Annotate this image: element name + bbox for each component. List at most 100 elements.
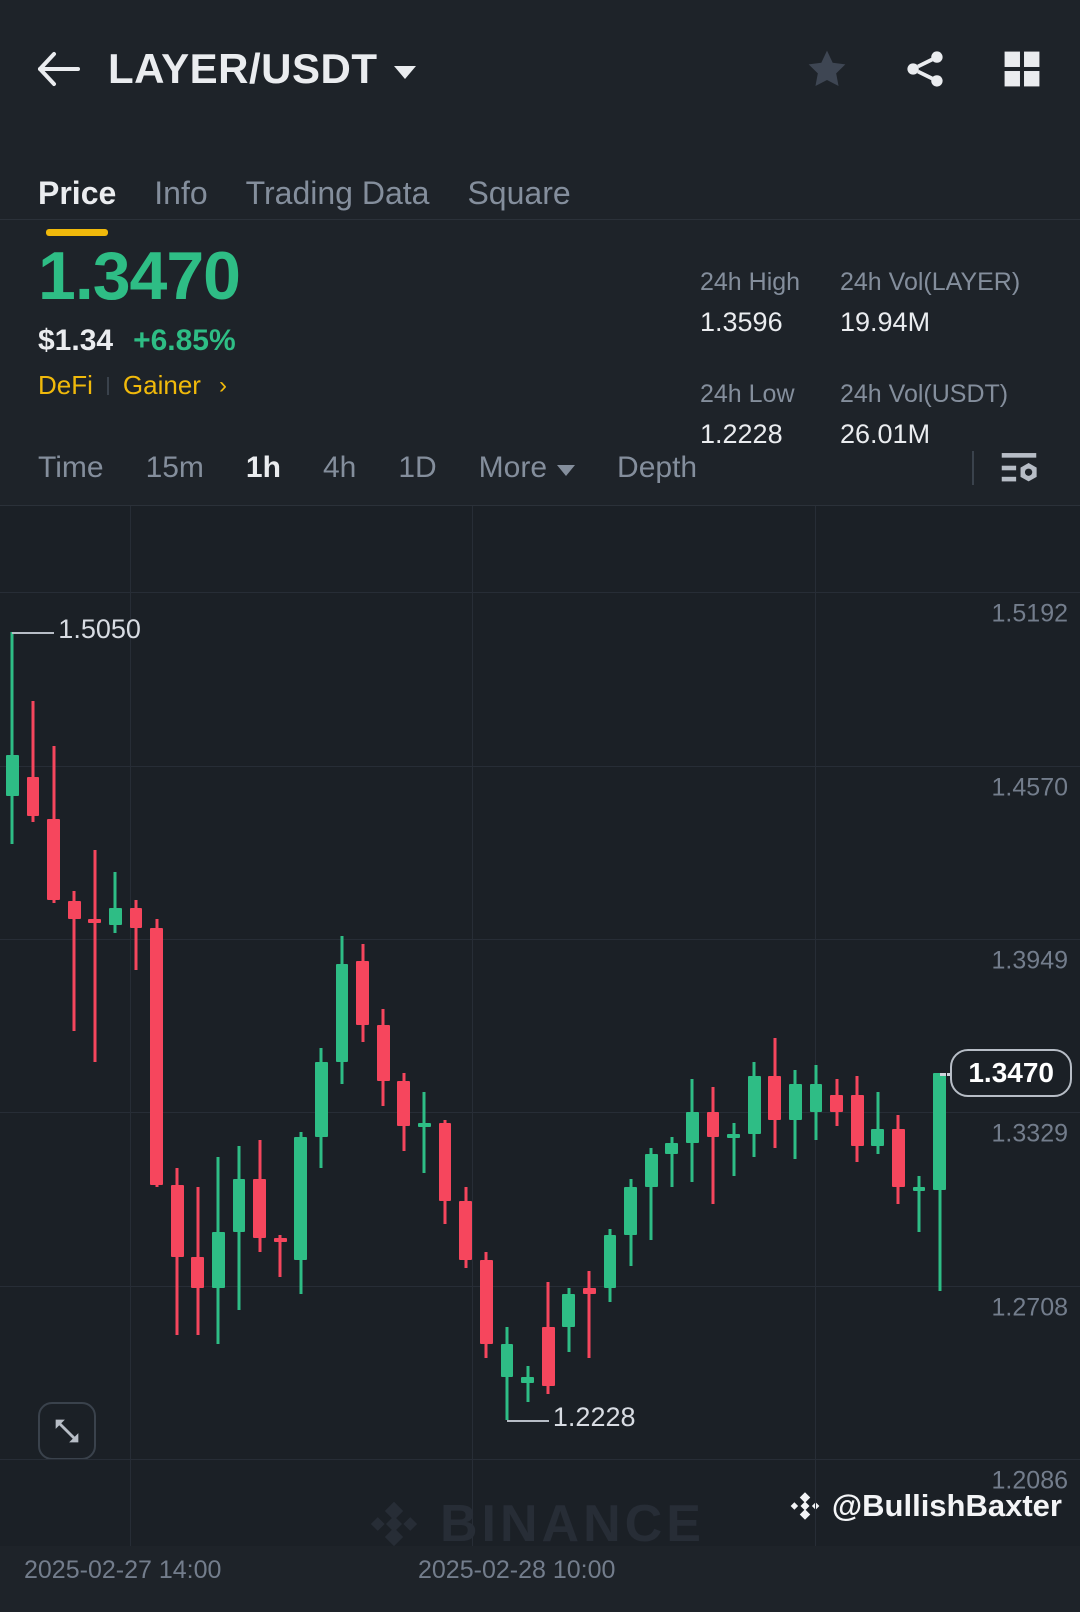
share-button[interactable]: [902, 47, 948, 91]
ticker-panel: 1.3470 $1.34 +6.85% DeFi Gainer › 24h Hi…: [0, 220, 1080, 449]
candle-body: [850, 1095, 864, 1146]
stat-24h-vol-quote-label: 24h Vol(USDT): [840, 380, 1009, 408]
candle-body: [108, 908, 122, 925]
candlestick: [789, 506, 802, 1546]
candle-body: [376, 1025, 390, 1082]
candle-body: [892, 1128, 905, 1188]
candle-body: [294, 1137, 308, 1261]
candle-body: [356, 961, 370, 1026]
candlestick: [418, 506, 431, 1546]
tab-price[interactable]: Price: [38, 175, 117, 236]
current-price-line: [939, 1072, 960, 1076]
author-watermark-text: @BullishBaxter: [831, 1488, 1062, 1523]
candle-body: [809, 1084, 823, 1112]
chart-settings-button[interactable]: [996, 445, 1042, 491]
candle-body: [644, 1153, 658, 1188]
gridline-vertical: [472, 506, 473, 1546]
binance-watermark: BINANCE: [368, 1494, 705, 1546]
candle-wick: [711, 1086, 715, 1205]
tab-info-label: Info: [154, 175, 208, 211]
candle-wick: [649, 1148, 653, 1241]
candle-body: [624, 1187, 637, 1235]
stat-24h-vol-base: 24h Vol(LAYER) 19.94M: [840, 262, 1040, 342]
candlestick: [26, 506, 40, 1546]
candlestick: [665, 506, 679, 1546]
time-label-1: 2025-02-28 10:00: [418, 1556, 616, 1584]
tab-square-label: Square: [467, 175, 571, 211]
candlestick: [170, 506, 184, 1546]
star-icon: [808, 50, 846, 87]
stat-24h-low-value: 1.2228: [700, 419, 783, 449]
back-button[interactable]: [30, 41, 86, 97]
binance-watermark-text: BINANCE: [440, 1495, 705, 1546]
price-axis-label: 1.4570: [991, 773, 1068, 802]
timeframe-more[interactable]: More: [479, 451, 576, 485]
candlestick: [191, 506, 205, 1546]
favorite-button[interactable]: [804, 47, 850, 91]
main-tabs: Price Info Trading Data Square: [0, 138, 1080, 236]
candle-wick: [670, 1137, 674, 1188]
toolbar-divider: [972, 451, 974, 485]
tag-gainer[interactable]: Gainer: [122, 370, 201, 400]
author-watermark: @BullishBaxter: [788, 1488, 1062, 1524]
timeframe-4h[interactable]: 4h: [322, 451, 357, 484]
gridline-horizontal: [0, 1459, 1080, 1461]
timeframe-1h[interactable]: 1h: [245, 451, 281, 484]
candle-body: [686, 1112, 699, 1143]
toolbar-right: [972, 445, 1042, 491]
candle-body: [438, 1123, 452, 1202]
candlestick: [768, 506, 782, 1546]
candle-wick: [10, 631, 14, 844]
candlestick: [88, 506, 102, 1546]
back-arrow-icon: [38, 52, 80, 86]
tab-trading-data[interactable]: Trading Data: [246, 175, 430, 220]
candlestick: [933, 506, 947, 1546]
tab-square[interactable]: Square: [467, 175, 570, 220]
timeframe-time[interactable]: Time: [38, 451, 104, 484]
candle-body: [191, 1257, 205, 1288]
candlestick: [438, 506, 452, 1546]
candlestick: [108, 506, 122, 1546]
chevron-right-icon[interactable]: ›: [218, 371, 227, 399]
timeframe-15m[interactable]: 15m: [145, 451, 204, 484]
candlestick: [500, 506, 514, 1546]
candlestick: [47, 506, 60, 1546]
candlestick: [686, 506, 699, 1546]
timeframe-1d[interactable]: 1D: [398, 451, 437, 484]
candle-wick: [113, 871, 117, 934]
candle-body: [706, 1112, 720, 1138]
chevron-down-icon: [557, 464, 576, 476]
tab-info[interactable]: Info: [154, 175, 207, 220]
tab-price-label: Price: [38, 175, 117, 211]
candle-body: [479, 1260, 493, 1344]
candlestick: [67, 506, 81, 1546]
candlestick: [747, 506, 761, 1546]
timeframe-divider: [0, 505, 1080, 506]
price-axis-label: 1.2708: [991, 1293, 1068, 1322]
gridline-vertical: [130, 506, 131, 1546]
candle-body: [830, 1095, 844, 1112]
chevron-down-icon[interactable]: [393, 65, 416, 79]
candlestick-chart[interactable]: BINANCE @BullishBaxter 1.5192 1.4570 1.: [0, 506, 1080, 1546]
candle-body: [727, 1134, 740, 1139]
tabs-divider: [0, 219, 1080, 220]
candle-wick: [422, 1092, 426, 1174]
tag-row[interactable]: DeFi Gainer ›: [38, 370, 1042, 401]
candlestick: [562, 506, 576, 1546]
high-annotation-label: 1.5050: [58, 613, 141, 644]
candle-wick: [587, 1271, 591, 1358]
stat-24h-high-value: 1.3596: [700, 307, 783, 337]
stat-24h-vol-quote: 24h Vol(USDT) 26.01M: [840, 374, 1040, 454]
stat-24h-high-label: 24h High: [700, 268, 801, 296]
tag-defi[interactable]: DeFi: [38, 370, 93, 400]
fullscreen-button[interactable]: [38, 1402, 96, 1460]
grid-menu-button[interactable]: [1000, 47, 1044, 91]
candle-wick: [526, 1366, 529, 1403]
timeframe-depth[interactable]: Depth: [617, 451, 698, 484]
header-actions: [804, 47, 1050, 91]
candle-body: [170, 1184, 184, 1258]
candlestick: [315, 506, 328, 1546]
candle-body: [459, 1201, 473, 1261]
price-sub-row: $1.34 +6.85%: [38, 324, 1042, 358]
candle-body: [582, 1287, 596, 1294]
